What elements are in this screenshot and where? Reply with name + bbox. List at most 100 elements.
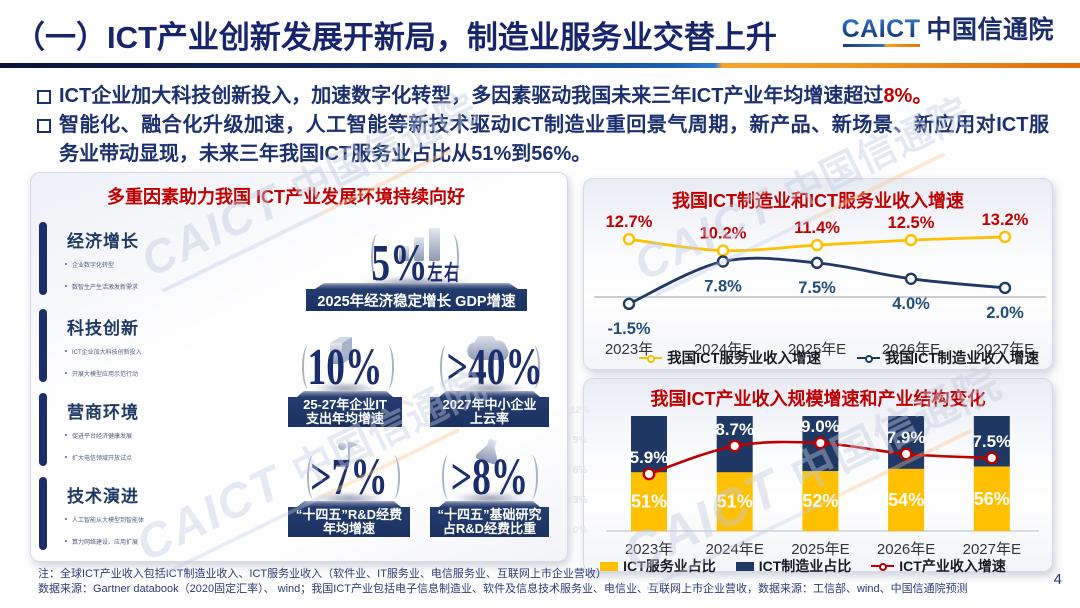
paren-right-icon bbox=[381, 345, 394, 389]
stat-caption-line: 支出年均增速 bbox=[305, 411, 384, 426]
path bbox=[467, 336, 509, 360]
x-axis-label: 2024年E bbox=[705, 541, 764, 558]
data-label: 7.9% bbox=[887, 428, 926, 447]
section-item: 促进平台经济健康发展 bbox=[65, 431, 132, 440]
page-title: （一）ICT产业创新发展开新局，制造业服务业交替上升 bbox=[14, 20, 777, 55]
bullet-item: ICT企业加大科技创新投入，加速数字化转型，多因素驱动我国未来三年ICT产业年均… bbox=[36, 82, 1049, 111]
bar-segment-services bbox=[973, 466, 1010, 531]
section-item-text: 人工智能从大模型到智能体 bbox=[72, 518, 145, 524]
bullet-text: 智能化、融合化升级加速，人工智能等新技术驱动ICT制造业重回景气周期，新产品、新… bbox=[59, 114, 1049, 136]
section-title: 技术演进 bbox=[67, 487, 139, 506]
data-point-marker bbox=[810, 256, 824, 270]
marker-dot-icon bbox=[878, 563, 887, 571]
stat-caption-line: 上云率 bbox=[469, 411, 509, 426]
section-item-text: 算力网络建设、应用扩展 bbox=[72, 540, 139, 546]
section-bar bbox=[39, 477, 47, 550]
y2-axis-label: 9% bbox=[572, 435, 588, 446]
section-item: 数智生产生活激发新需求 bbox=[65, 282, 138, 291]
x-axis-label: 2025年E bbox=[791, 541, 850, 558]
paren-left-icon bbox=[302, 345, 315, 389]
x-axis-label: 2024年E bbox=[693, 341, 753, 358]
section-business-env: 营商环境 促进平台经济健康发展 扩大电信领域开放试点 bbox=[39, 393, 279, 468]
y2-axis-label: 3% bbox=[572, 495, 588, 506]
stat-value: >8% bbox=[450, 449, 529, 506]
stat-caption-line: “十四五”基础研究 bbox=[437, 506, 542, 522]
data-point-marker bbox=[716, 244, 730, 257]
footnotes: 注：全球ICT产业收入包括ICT制造业收入、ICT服务业收入（软件业、IT服务业… bbox=[38, 567, 968, 597]
bar-label: 52% bbox=[802, 491, 838, 511]
paren-left-icon bbox=[307, 455, 320, 499]
data-point-marker bbox=[998, 281, 1012, 295]
bar-label: 54% bbox=[888, 490, 924, 510]
section-item: 算力网络建设、应用扩展 bbox=[65, 537, 139, 546]
paren-right-icon bbox=[446, 234, 459, 281]
stat-basic-research: >8% “十四五”基础研究 占R&D经费比重 bbox=[430, 438, 549, 543]
logo-cn: 中国信通院 bbox=[926, 16, 1054, 44]
legend-line-marker-icon bbox=[857, 354, 880, 363]
data-label: 11.4% bbox=[794, 219, 840, 237]
stat-cloud-adoption: >40% 2027年中小企业 上云率 bbox=[430, 333, 549, 433]
polygon bbox=[350, 442, 358, 448]
factors-panel: 多重因素助力我国 ICT产业发展环境持续向好 经济增长 企业数字化转型 数智生产… bbox=[30, 172, 568, 562]
paren-right-icon bbox=[525, 455, 538, 499]
bar-label: 51% bbox=[631, 492, 667, 512]
section-item: 人工智能从大模型到智能体 bbox=[65, 515, 145, 524]
section-title: 营商环境 bbox=[67, 403, 139, 422]
logo-latin: CAICT bbox=[842, 17, 921, 47]
stat-caption-lid bbox=[439, 501, 540, 507]
stat-caption-lid bbox=[297, 501, 401, 507]
item-dot-icon bbox=[65, 518, 68, 521]
section-item: ICT企业加大科技创新投入 bbox=[65, 347, 142, 356]
paren-left-icon bbox=[440, 345, 453, 389]
data-point-marker bbox=[899, 447, 913, 461]
y2-axis-label: 6% bbox=[572, 465, 588, 476]
rect bbox=[348, 442, 350, 460]
bullet-list: ICT企业加大科技创新投入，加速数字化转型，多因素驱动我国未来三年ICT产业年均… bbox=[36, 82, 1049, 169]
bullet-text-line: 智能化、融合化升级加速，人工智能等新技术驱动ICT制造业重回景气周期，新产品、新… bbox=[59, 111, 1049, 140]
legend-item: ICT服务业占比 bbox=[600, 556, 716, 576]
bullet-text-line: ICT企业加大科技创新投入，加速数字化转型，多因素驱动我国未来三年ICT产业年均… bbox=[59, 82, 1049, 111]
x-axis-label: 2023年 bbox=[624, 541, 674, 558]
data-point-marker bbox=[904, 233, 918, 247]
stat-shadow bbox=[312, 493, 386, 504]
line-chart-plot: 12.7% 10.2% 11.4% 12.5% 13.2% -1.5% 7.8% 7.5% 4.… bbox=[594, 211, 1046, 338]
icon-group bbox=[475, 438, 498, 465]
stat-caption-line: 年均增速 bbox=[322, 521, 375, 536]
data-point-marker bbox=[728, 439, 742, 453]
section-item: 企业数字化转型 bbox=[65, 260, 114, 269]
section-item-text: 开展大模型应用示范行动 bbox=[72, 372, 139, 378]
stat-value: >7% bbox=[310, 449, 388, 506]
section-tech-evolution: 技术演进 人工智能从大模型到智能体 算力网络建设、应用扩展 bbox=[39, 477, 279, 552]
paren-left-icon bbox=[371, 234, 384, 281]
data-label: 12.5% bbox=[888, 214, 935, 232]
paren-left-icon bbox=[442, 455, 455, 499]
legend-swatch-icon bbox=[600, 561, 619, 571]
stat-caption: “十四五”R&D经费 年均增速 bbox=[288, 507, 410, 537]
data-label: 10.2% bbox=[700, 225, 747, 243]
data-point-marker bbox=[810, 238, 824, 252]
data-point-marker bbox=[985, 451, 999, 465]
data-label: 2.0% bbox=[986, 304, 1024, 322]
data-label: 8.7% bbox=[715, 420, 754, 439]
bar-label: 51% bbox=[717, 492, 753, 512]
x-axis-label: 2026年E bbox=[881, 341, 941, 358]
section-title: 科技创新 bbox=[67, 319, 139, 338]
highlight-text: 8%。 bbox=[883, 85, 933, 107]
circle bbox=[338, 442, 346, 450]
section-item: 开展大模型应用示范行动 bbox=[65, 369, 139, 378]
footnote-line: 注：全球ICT产业收入包括ICT制造业收入、ICT服务业收入（软件业、IT服务业… bbox=[38, 568, 607, 580]
page-number: 4 bbox=[1053, 571, 1062, 588]
flask-icon bbox=[475, 438, 498, 465]
section-item-text: 扩大电信领域开放试点 bbox=[72, 456, 133, 462]
data-point-marker bbox=[642, 467, 656, 481]
rect bbox=[414, 237, 424, 261]
legend-item: 我国ICT服务业收入增速 bbox=[639, 347, 821, 368]
building-icon bbox=[330, 337, 352, 364]
stat-value: 5%左右 bbox=[315, 237, 517, 301]
data-label: 5.9% bbox=[630, 448, 669, 467]
marker-dot-icon bbox=[646, 354, 655, 363]
stat-it-spending: 10% 25-27年企业IT 支出年均增速 bbox=[288, 333, 402, 433]
bar-segment-services bbox=[716, 472, 753, 531]
stat-value: 10% bbox=[307, 339, 383, 396]
